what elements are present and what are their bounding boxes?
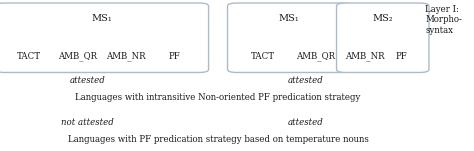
FancyBboxPatch shape [228, 3, 351, 72]
Text: MS₁: MS₁ [91, 14, 112, 23]
Text: PF: PF [169, 52, 181, 61]
Text: attested: attested [288, 76, 324, 85]
FancyBboxPatch shape [337, 3, 429, 72]
Text: MS₂: MS₂ [373, 14, 393, 23]
Text: not attested: not attested [61, 118, 114, 127]
Text: PF: PF [395, 52, 407, 61]
Text: AMB_NR: AMB_NR [106, 52, 146, 61]
FancyBboxPatch shape [0, 3, 209, 72]
Text: attested: attested [288, 118, 324, 127]
Text: MS₁: MS₁ [279, 14, 300, 23]
Text: Languages with PF predication strategy based on temperature nouns: Languages with PF predication strategy b… [68, 135, 368, 144]
Text: attested: attested [70, 76, 106, 85]
Text: AMB_QR: AMB_QR [58, 52, 97, 61]
Text: Languages with intransitive Non-oriented PF predication strategy: Languages with intransitive Non-oriented… [75, 93, 361, 102]
Text: AMB_NR: AMB_NR [345, 52, 384, 61]
Text: AMB_QR: AMB_QR [296, 52, 335, 61]
Text: TACT: TACT [17, 52, 41, 61]
Text: Layer I:
Morpho-
syntax: Layer I: Morpho- syntax [425, 5, 462, 35]
Text: TACT: TACT [251, 52, 275, 61]
